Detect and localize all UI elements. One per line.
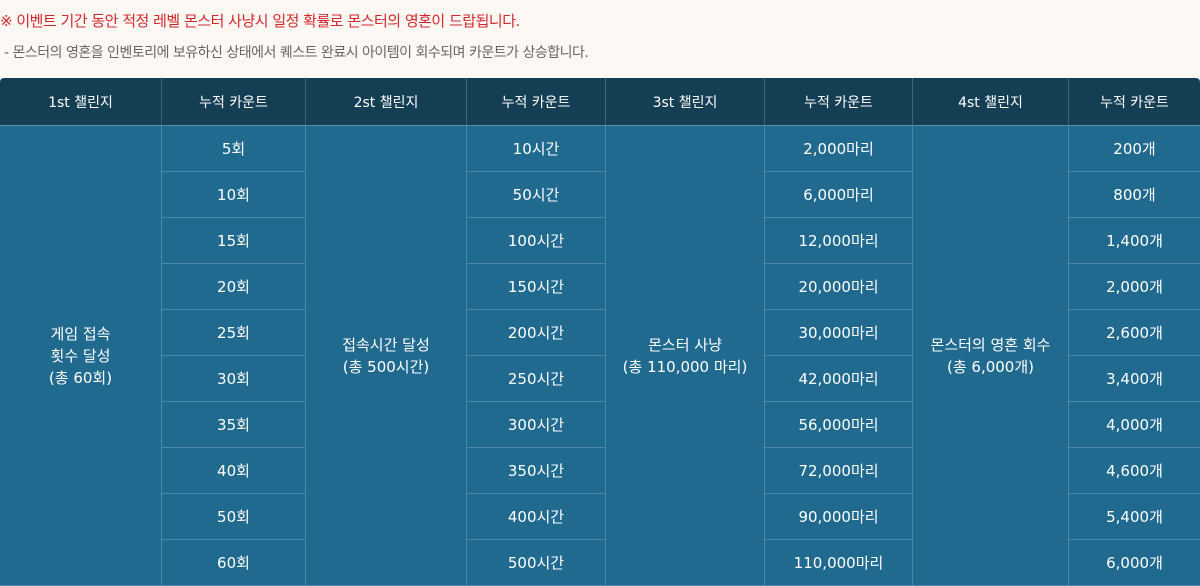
count-cell: 3,400개 xyxy=(1069,356,1200,402)
challenge-title: 게임 접속 횟수 달성 (총 60회) xyxy=(0,126,162,586)
event-notice: ※ 이벤트 기간 동안 적정 레벨 몬스터 사냥시 일정 확률로 몬스터의 영혼… xyxy=(0,12,520,30)
header-challenge: 2st 챌린지 xyxy=(306,78,467,126)
header-challenge: 1st 챌린지 xyxy=(0,78,162,126)
count-cell: 350시간 xyxy=(467,448,606,494)
count-cell: 150시간 xyxy=(467,264,606,310)
challenge-title: 몬스터의 영혼 회수 (총 6,000개) xyxy=(913,126,1069,586)
header-challenge: 3st 챌린지 xyxy=(606,78,765,126)
count-cell: 10회 xyxy=(162,172,306,218)
table-row: 15회 100시간 12,000마리 1,400개 xyxy=(0,218,1200,264)
sub-notice: - 몬스터의 영혼을 인벤토리에 보유하신 상태에서 퀘스트 완료시 아이템이 … xyxy=(4,45,589,61)
header-count: 누적 카운트 xyxy=(1069,78,1200,126)
count-cell: 2,600개 xyxy=(1069,310,1200,356)
count-cell: 72,000마리 xyxy=(765,448,913,494)
count-cell: 40회 xyxy=(162,448,306,494)
count-cell: 300시간 xyxy=(467,402,606,448)
count-cell: 100시간 xyxy=(467,218,606,264)
count-cell: 200개 xyxy=(1069,126,1200,172)
count-cell: 4,600개 xyxy=(1069,448,1200,494)
table-row: 40회 350시간 72,000마리 4,600개 xyxy=(0,448,1200,494)
table-row: 30회 250시간 42,000마리 3,400개 xyxy=(0,356,1200,402)
table-row: 10회 50시간 6,000마리 800개 xyxy=(0,172,1200,218)
count-cell: 5회 xyxy=(162,126,306,172)
count-cell: 42,000마리 xyxy=(765,356,913,402)
header-challenge: 4st 챌린지 xyxy=(913,78,1069,126)
count-cell: 110,000마리 xyxy=(765,540,913,586)
challenge-title: 몬스터 사냥 (총 110,000 마리) xyxy=(606,126,765,586)
count-cell: 2,000마리 xyxy=(765,126,913,172)
count-cell: 60회 xyxy=(162,540,306,586)
count-cell: 90,000마리 xyxy=(765,494,913,540)
table-row: 50회 400시간 90,000마리 5,400개 xyxy=(0,494,1200,540)
count-cell: 800개 xyxy=(1069,172,1200,218)
table-row: 20회 150시간 20,000마리 2,000개 xyxy=(0,264,1200,310)
table-row: 25회 200시간 30,000마리 2,600개 xyxy=(0,310,1200,356)
count-cell: 25회 xyxy=(162,310,306,356)
count-cell: 6,000개 xyxy=(1069,540,1200,586)
challenge-title: 접속시간 달성 (총 500시간) xyxy=(306,126,467,586)
count-cell: 250시간 xyxy=(467,356,606,402)
count-cell: 35회 xyxy=(162,402,306,448)
table-row: 35회 300시간 56,000마리 4,000개 xyxy=(0,402,1200,448)
challenge-table: 1st 챌린지 누적 카운트 2st 챌린지 누적 카운트 3st 챌린지 누적 카운트 4… xyxy=(0,78,1200,586)
count-cell: 30회 xyxy=(162,356,306,402)
count-cell: 50시간 xyxy=(467,172,606,218)
count-cell: 6,000마리 xyxy=(765,172,913,218)
count-cell: 56,000마리 xyxy=(765,402,913,448)
header-count: 누적 카운트 xyxy=(162,78,306,126)
count-cell: 12,000마리 xyxy=(765,218,913,264)
table-row: 게임 접속 횟수 달성 (총 60회) 5회 접속시간 달성 (총 500시간) 10… xyxy=(0,126,1200,586)
header-count: 누적 카운트 xyxy=(765,78,913,126)
count-cell: 400시간 xyxy=(467,494,606,540)
count-cell: 5,400개 xyxy=(1069,494,1200,540)
count-cell: 4,000개 xyxy=(1069,402,1200,448)
count-cell: 500시간 xyxy=(467,540,606,586)
count-cell: 50회 xyxy=(162,494,306,540)
count-cell: 30,000마리 xyxy=(765,310,913,356)
count-cell: 15회 xyxy=(162,218,306,264)
header-row: 1st 챌린지 누적 카운트 2st 챌린지 누적 카운트 3st 챌린지 누적 카운트 4… xyxy=(0,78,1200,126)
count-cell: 2,000개 xyxy=(1069,264,1200,310)
count-cell: 1,400개 xyxy=(1069,218,1200,264)
count-cell: 20,000마리 xyxy=(765,264,913,310)
count-cell: 200시간 xyxy=(467,310,606,356)
count-cell: 10시간 xyxy=(467,126,606,172)
header-count: 누적 카운트 xyxy=(467,78,606,126)
count-cell: 20회 xyxy=(162,264,306,310)
